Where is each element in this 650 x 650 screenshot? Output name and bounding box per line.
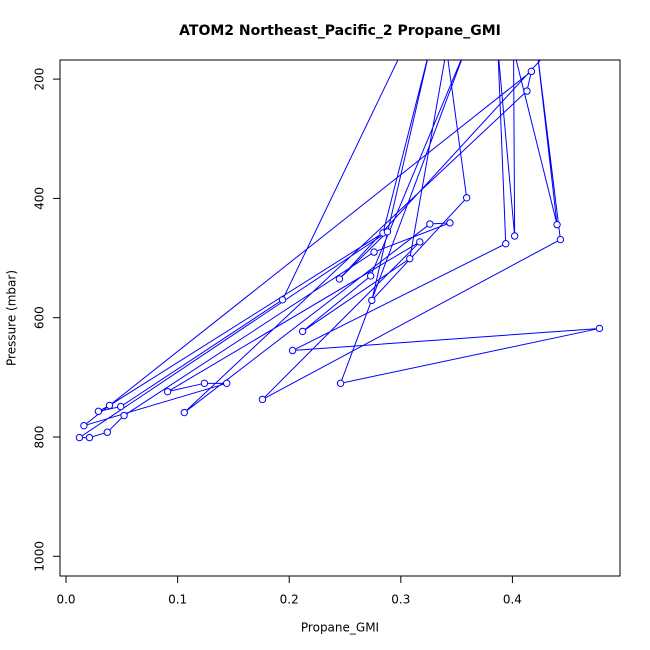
data-point — [180, 408, 189, 417]
data-point — [523, 87, 531, 95]
data-point — [75, 433, 84, 442]
data-point — [105, 401, 114, 410]
x-tick-label: 0.3 — [391, 593, 410, 607]
data-point — [335, 275, 344, 283]
y-tick-label: 200 — [33, 68, 47, 91]
x-tick-label: 0.4 — [503, 593, 522, 607]
data-point — [163, 387, 172, 396]
data-point — [103, 428, 112, 436]
data-point — [426, 220, 434, 228]
data-point — [278, 296, 287, 304]
data-point — [502, 240, 510, 248]
data-point — [462, 194, 471, 202]
data-point — [553, 220, 561, 229]
data-point — [416, 238, 424, 246]
data-point — [223, 379, 231, 388]
y-tick-label: 600 — [33, 306, 47, 329]
data-point — [366, 272, 375, 280]
x-axis-label: Propane_GMI — [301, 621, 379, 635]
data-point — [258, 395, 267, 404]
data-point — [446, 219, 454, 227]
data-point — [370, 248, 378, 256]
data-point — [383, 228, 392, 236]
x-tick-label: 0.1 — [168, 593, 187, 607]
data-point — [368, 296, 376, 305]
data-point — [527, 67, 536, 76]
data-point — [298, 327, 307, 336]
y-tick-label: 800 — [33, 426, 47, 449]
data-point — [288, 346, 297, 355]
x-tick-label: 0.0 — [56, 593, 75, 607]
data-point — [120, 411, 128, 420]
data-point — [200, 379, 209, 388]
data-point — [556, 235, 565, 244]
data-point — [336, 379, 345, 388]
y-tick-label: 1000 — [33, 541, 47, 572]
x-tick-label: 0.2 — [280, 593, 299, 607]
data-point — [85, 433, 94, 442]
y-tick-label: 400 — [33, 187, 47, 210]
plot-area — [75, 60, 604, 442]
data-point — [406, 254, 414, 263]
data-point — [595, 324, 604, 333]
data-point — [510, 232, 519, 240]
chart-title: ATOM2 Northeast_Pacific_2 Propane_GMI — [179, 23, 501, 39]
data-point — [94, 407, 103, 416]
y-axis-label: Pressure (mbar) — [5, 270, 19, 366]
data-point — [117, 402, 125, 411]
data-point — [80, 421, 88, 430]
